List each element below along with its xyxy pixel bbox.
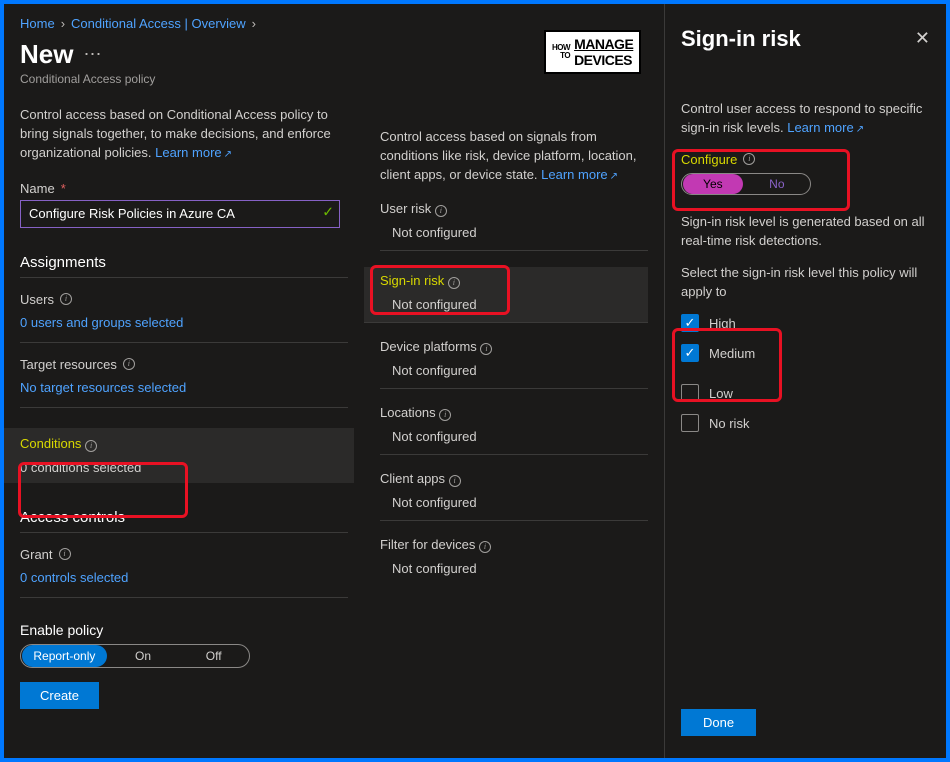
breadcrumb-conditional-access[interactable]: Conditional Access | Overview [71,16,246,31]
info-icon[interactable]: i [60,293,72,305]
locations-link[interactable]: Not configured [380,429,648,444]
access-controls-heading: Access controls [20,509,348,533]
user-risk-link[interactable]: Not configured [380,225,648,240]
signin-risk-link[interactable]: Not configured [380,297,632,312]
info-icon[interactable]: i [449,475,461,487]
toggle-off[interactable]: Off [178,645,249,667]
device-platforms-label: Device platforms i [380,339,648,355]
toggle-report-only[interactable]: Report-only [22,645,107,667]
filter-devices-link[interactable]: Not configured [380,561,648,576]
target-resources-label: Target resources i [20,357,348,372]
done-button[interactable]: Done [681,709,756,736]
filter-devices-label: Filter for devices i [380,537,648,553]
info-icon[interactable]: i [439,409,451,421]
checkbox-icon [681,414,699,432]
locations-label: Locations i [380,405,648,421]
chevron-right-icon: › [252,16,256,31]
info-icon[interactable]: i [743,153,755,165]
breadcrumb-home[interactable]: Home [20,16,55,31]
risk-level-label: High [709,316,736,331]
mid-description: Control access based on signals from con… [380,128,648,185]
panel-description: Control user access to respond to specif… [681,100,930,138]
user-risk-label: User risk i [380,201,648,217]
info-icon[interactable]: i [435,205,447,217]
page-subtitle: Conditional Access policy [20,72,348,86]
toggle-on[interactable]: On [108,645,179,667]
page-title: New [20,39,73,70]
info-icon[interactable]: i [480,343,492,355]
assignments-heading: Assignments [20,254,348,278]
risk-level-label: Low [709,386,733,401]
configure-toggle[interactable]: Yes No [681,173,811,195]
client-apps-link[interactable]: Not configured [380,495,648,510]
info-icon[interactable]: i [59,548,71,560]
checkmark-icon: ✓ [322,203,334,220]
signin-risk-section[interactable]: Sign-in risk i Not configured [364,267,648,323]
left-description: Control access based on Conditional Acce… [20,106,348,163]
breadcrumb: Home › Conditional Access | Overview › [20,16,348,31]
info-icon[interactable]: i [448,277,460,289]
watermark-logo: HOW TO MANAGE DEVICES [544,30,641,74]
grant-link[interactable]: 0 controls selected [20,568,348,587]
grant-label: Grant i [20,547,348,562]
learn-more-link[interactable]: Learn more↗ [155,145,232,160]
conditions-label: Conditions i [20,436,338,452]
checkbox-icon [681,384,699,402]
signin-risk-label: Sign-in risk i [380,273,632,289]
enable-policy-label: Enable policy [20,622,348,638]
policy-name-input[interactable] [20,200,340,228]
create-button[interactable]: Create [20,682,99,709]
users-label: Users i [20,292,348,307]
close-panel-button[interactable]: ✕ [915,28,930,49]
chevron-right-icon: › [61,16,65,31]
risk-level-no-risk[interactable]: No risk [681,414,930,432]
info-icon[interactable]: i [479,541,491,553]
target-resources-link[interactable]: No target resources selected [20,378,348,397]
enable-policy-toggle[interactable]: Report-only On Off [20,644,250,668]
configure-yes[interactable]: Yes [683,174,743,194]
users-link[interactable]: 0 users and groups selected [20,313,348,332]
risk-level-medium[interactable]: ✓ Medium [681,344,930,362]
more-actions-button[interactable]: ⋯ [83,44,102,65]
panel-gen-text: Sign-in risk level is generated based on… [681,213,930,251]
panel-select-text: Select the sign-in risk level this polic… [681,264,930,302]
checkbox-checked-icon: ✓ [681,344,699,362]
info-icon[interactable]: i [123,358,135,370]
checkbox-checked-icon: ✓ [681,314,699,332]
device-platforms-link[interactable]: Not configured [380,363,648,378]
learn-more-link[interactable]: Learn more↗ [787,120,864,135]
learn-more-link[interactable]: Learn more↗ [541,167,618,182]
configure-label: Configure i [681,152,930,167]
name-label: Name* [20,181,348,196]
risk-level-high[interactable]: ✓ High [681,314,930,332]
external-link-icon: ↗ [224,149,232,160]
info-icon[interactable]: i [85,440,97,452]
risk-level-label: No risk [709,416,749,431]
panel-title: Sign-in risk [681,26,930,52]
client-apps-label: Client apps i [380,471,648,487]
external-link-icon: ↗ [610,171,618,182]
risk-level-low[interactable]: Low [681,384,930,402]
external-link-icon: ↗ [856,124,864,135]
conditions-link[interactable]: 0 conditions selected [20,460,338,475]
risk-level-label: Medium [709,346,755,361]
configure-no[interactable]: No [744,177,810,191]
conditions-section[interactable]: Conditions i 0 conditions selected [4,428,354,483]
